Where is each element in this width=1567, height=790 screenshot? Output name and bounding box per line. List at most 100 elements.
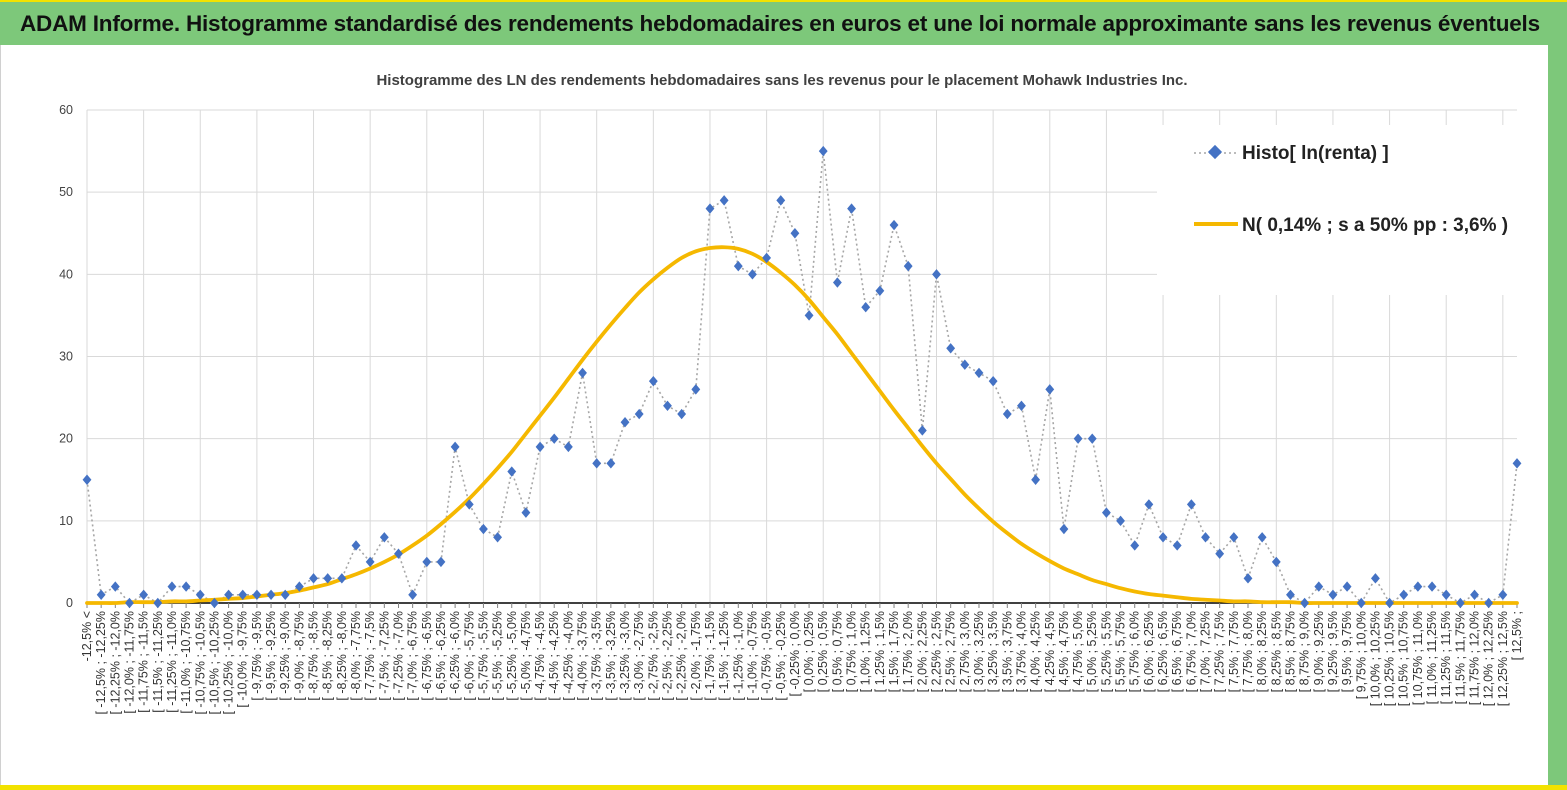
- x-tick-label: [ -4,25% ; -4,0%: [561, 611, 575, 701]
- histo-point: [691, 384, 701, 395]
- y-tick-label: 50: [59, 185, 73, 199]
- x-tick-label: [ -11,75% ; -11,5%: [137, 611, 151, 713]
- x-tick-label: [ -2,25% ; -2,0%: [675, 611, 689, 701]
- histo-point: [1300, 597, 1310, 609]
- x-tick-label: [ 7,75% ; 8,0%: [1241, 611, 1255, 692]
- chart-area: Histogramme des LN des rendements hebdom…: [0, 45, 1548, 785]
- histo-point: [351, 540, 361, 551]
- histo-point: [1059, 523, 1069, 535]
- x-tick-label: [ -1,5% ; -1,25%: [717, 611, 731, 701]
- histo-point: [280, 589, 290, 600]
- histo-point: [337, 573, 347, 584]
- x-tick-label: [ -9,5% ; -9,25%: [264, 611, 278, 701]
- x-tick-label: [ -7,25% ; -7,0%: [391, 611, 405, 701]
- x-tick-label: [ 3,5% ; 3,75%: [1000, 611, 1014, 692]
- x-tick-label: [ 0,0% ; 0,25%: [802, 611, 816, 692]
- x-tick-label: [ 5,5% ; 5,75%: [1114, 611, 1128, 692]
- histo-point: [125, 597, 134, 609]
- histo-point: [479, 523, 488, 535]
- x-tick-label: [ -5,5% ; -5,25%: [491, 611, 505, 701]
- histo-point: [705, 203, 715, 214]
- histo-point: [563, 441, 573, 453]
- histo-point: [252, 589, 262, 600]
- histo-point: [1413, 581, 1423, 592]
- y-tick-label: 20: [59, 432, 73, 446]
- y-tick-label: 10: [59, 514, 73, 528]
- x-tick-label: [ -6,5% ; -6,25%: [434, 611, 448, 701]
- histo-point: [422, 556, 432, 568]
- x-tick-label: [ 10,0% ; 10,25%: [1368, 611, 1382, 706]
- right-border-strip: [1548, 45, 1567, 790]
- x-tick-label: [ -1,75% ; -1,5%: [703, 611, 717, 701]
- histo-point: [266, 589, 276, 600]
- x-tick-label: [ 6,25% ; 6,5%: [1156, 611, 1170, 692]
- x-tick-label: [ 6,75% ; 7,0%: [1184, 611, 1198, 692]
- histo-point: [96, 589, 106, 600]
- x-tick-label: [ 11,75% ; 12,0%: [1468, 611, 1482, 705]
- x-tick-label: [ 1,5% ; 1,75%: [887, 611, 901, 692]
- x-tick-label: [ -5,75% ; -5,5%: [476, 611, 490, 701]
- histo-point: [1314, 581, 1324, 592]
- histo-point: [535, 441, 545, 453]
- x-tick-label: [ -3,25% ; -3,0%: [618, 611, 632, 701]
- histo-point: [210, 597, 219, 609]
- series-layer: [82, 145, 1522, 609]
- histo-point: [832, 277, 842, 288]
- histo-point: [1385, 597, 1394, 609]
- histo-point: [932, 269, 941, 280]
- x-tick-label: [ 9,75% ; 10,0%: [1354, 611, 1368, 699]
- x-tick-label: [ 3,0% ; 3,25%: [972, 611, 986, 692]
- histo-point: [875, 285, 885, 296]
- histo-point: [988, 375, 998, 387]
- x-tick-label: [ -0,25% ; 0,0%: [788, 611, 802, 696]
- x-tick-label: [ -9,75% ; -9,5%: [250, 611, 264, 701]
- histo-series-line: [86, 150, 1518, 605]
- histo-point: [733, 260, 743, 272]
- histo-point: [847, 203, 856, 214]
- x-tick-label: [ -8,25% ; -8,0%: [335, 611, 349, 701]
- histo-point: [606, 458, 616, 469]
- histo-point: [294, 581, 304, 592]
- legend-normal-label: N( 0,14% ; s a 50% pp : 3,6% ): [1242, 215, 1508, 236]
- x-tick-label: [ -6,25% ; -6,0%: [448, 611, 462, 701]
- histo-point: [1031, 474, 1041, 485]
- y-axis-ticks: 0 10 20 30 40 50 60: [59, 103, 73, 610]
- x-tick-label: [ 11,0% ; 11,25%: [1425, 611, 1439, 704]
- x-tick-label: [ -8,0% ; -7,75%: [349, 611, 363, 701]
- histo-point: [1286, 589, 1295, 600]
- x-tick-label: [ 8,75% ; 9,0%: [1298, 611, 1312, 692]
- histo-point: [1201, 532, 1210, 543]
- x-tick-label: [ 1,25% ; 1,5%: [873, 611, 887, 692]
- x-tick-label: [ 9,5% ; 9,75%: [1340, 611, 1354, 692]
- histo-point: [748, 269, 757, 280]
- histo-point: [578, 367, 587, 379]
- histo-point: [648, 375, 658, 387]
- bottom-border-strip: [0, 785, 1567, 790]
- chart-title: Histogramme des LN des rendements hebdom…: [376, 72, 1187, 89]
- x-tick-label: [ -12,0% ; -11,75%: [122, 611, 136, 714]
- histo-point: [903, 260, 913, 272]
- histo-point: [620, 417, 630, 428]
- histo-point: [1484, 597, 1494, 609]
- histo-point: [365, 556, 375, 568]
- histo-point: [1087, 433, 1097, 444]
- x-tick-label: [ -4,0% ; -3,75%: [576, 611, 590, 701]
- x-tick-label: [ 5,0% ; 5,25%: [1085, 611, 1099, 692]
- histo-point: [1498, 589, 1508, 600]
- x-tick-label: [ -9,0% ; -8,75%: [292, 611, 306, 701]
- histo-point: [195, 589, 205, 600]
- histo-point: [450, 441, 460, 453]
- x-tick-label: [ 4,5% ; 4,75%: [1057, 611, 1071, 692]
- x-tick-label: [ 11,5% ; 11,75%: [1453, 611, 1467, 704]
- histo-point: [1356, 597, 1366, 609]
- histo-point: [549, 433, 559, 444]
- x-tick-label: [ -8,5% ; -8,25%: [321, 611, 335, 701]
- histo-point: [309, 573, 318, 584]
- histo-point: [592, 458, 602, 469]
- x-axis-ticks: -12,5% <[ -12,5% ; -12,25%[ -12,25% ; -1…: [80, 602, 1524, 715]
- x-tick-label: [ 0,5% ; 0,75%: [830, 611, 844, 692]
- histo-point: [153, 597, 163, 609]
- legend: Histo[ ln(renta) ] N( 0,14% ; s a 50% pp…: [1157, 125, 1527, 295]
- x-tick-label: [ 5,25% ; 5,5%: [1099, 611, 1113, 692]
- x-tick-label: [ 3,75% ; 4,0%: [1014, 611, 1028, 692]
